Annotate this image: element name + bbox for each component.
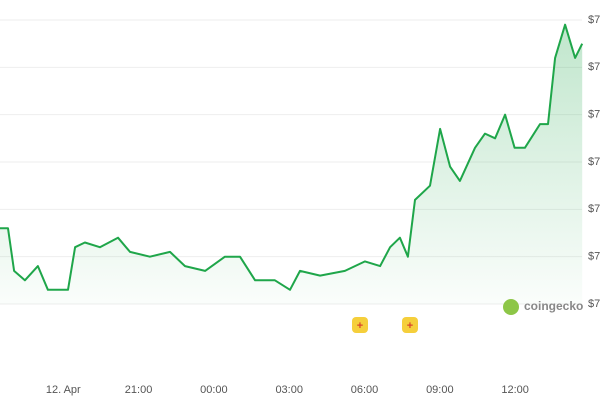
x-tick-label: 06:00 [351,384,379,396]
y-tick-label: $7 [588,61,600,73]
logo [503,299,519,315]
x-tick-label: 09:00 [426,384,454,396]
svg-text:+: + [357,320,363,332]
plot [0,23,584,304]
x-tick-label: 00:00 [200,384,228,396]
price-line [0,23,584,291]
y-tick-label: $7 [588,14,600,26]
area [0,24,583,304]
y-tick-label: $7 [588,251,600,263]
x-tick-label: 12. Apr [46,384,81,396]
x-tick-label: 12:00 [501,384,529,396]
x-tick-label: 03:00 [275,384,303,396]
y-tick-label: $7 [588,156,600,168]
axes: $7$7$7$7$7$7$7012. Apr21:0000:0003:0006:… [46,14,600,396]
svg-text:+: + [407,320,413,332]
y-tick-label: $7 [588,109,600,121]
y-tick-label: $7 [588,203,600,215]
x-tick-label: 21:00 [125,384,153,396]
watermark: coingecko [524,299,583,313]
event-marker: + + [352,317,418,333]
y-tick-label: $7 [588,298,600,310]
